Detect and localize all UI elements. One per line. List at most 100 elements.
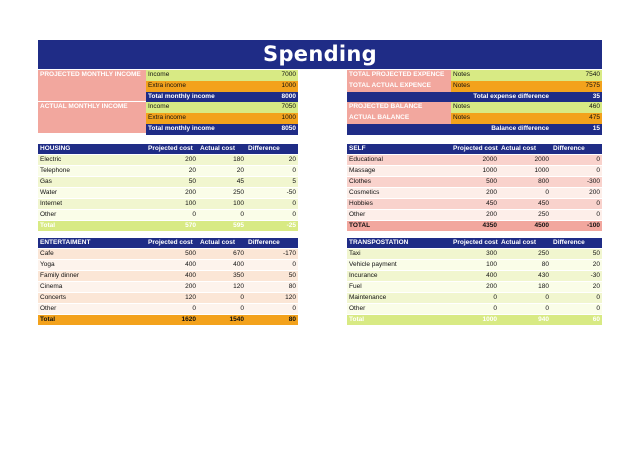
total-actual-expense-note: Notes	[451, 81, 551, 92]
row-label: Gas	[38, 176, 146, 188]
projected-cell: 400	[146, 270, 198, 282]
col-difference: Difference	[246, 144, 298, 155]
table-row: Telephone 20 20 0	[38, 165, 298, 177]
row-label: Water	[38, 187, 146, 199]
self-title: SELF	[347, 144, 451, 155]
table-row: Taxi 300 250 50	[347, 248, 602, 260]
row-label: Other	[38, 209, 146, 221]
row-label: Yoga	[38, 259, 146, 271]
actual-cell: 250	[198, 187, 246, 199]
table-row: Incurance 400 430 -30	[347, 270, 602, 282]
projected-cell: 50	[146, 176, 198, 188]
total-projected-expense-label: TOTAL PROJECTED EXPENCE	[347, 70, 451, 81]
table-row: Cosmetics 200 0 200	[347, 187, 602, 199]
table-row: Other 0 0 0	[347, 303, 602, 315]
actual-income-block	[38, 102, 146, 133]
difference-cell: 5	[246, 176, 298, 188]
projected-cell: 500	[451, 176, 499, 188]
projected-cell: 200	[146, 281, 198, 293]
expense-difference-value: 35	[551, 92, 602, 103]
table-row: Yoga 400 400 0	[38, 259, 298, 271]
difference-cell: 0	[246, 303, 298, 315]
actual-income-label: ACTUAL MONTHLY INCOME	[40, 103, 128, 110]
row-label: Clothes	[347, 176, 451, 188]
housing-table: HOUSING Projected cost Actual cost Diffe…	[38, 144, 298, 232]
table-row: Hobbies 450 450 0	[347, 198, 602, 210]
projected-balance-note: Notes	[451, 102, 551, 113]
row-label: Vehicle payment	[347, 259, 451, 271]
projected-balance-label: PROJECTED BALANCE	[347, 102, 451, 113]
actual-cell: 120	[198, 281, 246, 293]
actual-extra-value: 1000	[246, 113, 298, 124]
projected-cell: 2000	[451, 154, 499, 166]
total-actual: 940	[499, 314, 551, 326]
row-label: Electric	[38, 154, 146, 166]
projected-cell: 200	[451, 281, 499, 293]
difference-cell: -300	[551, 176, 602, 188]
table-row: Other 0 0 0	[38, 209, 298, 221]
col-projected-cost: Projected cost	[451, 238, 499, 249]
entertainment-header-row: ENTERTAIMENT Projected cost Actual cost …	[38, 238, 298, 249]
total-label: Total	[347, 314, 451, 326]
table-row: Other 0 0 0	[38, 303, 298, 315]
projected-cell: 400	[146, 259, 198, 271]
actual-cell: 0	[499, 303, 551, 315]
projected-cell: 200	[146, 187, 198, 199]
actual-cell: 450	[499, 198, 551, 210]
actual-cell: 0	[198, 209, 246, 221]
projected-cell: 20	[146, 165, 198, 177]
self-header-row: SELF Projected cost Actual cost Differen…	[347, 144, 602, 155]
difference-cell: 0	[246, 259, 298, 271]
col-projected-cost: Projected cost	[451, 144, 499, 155]
balance-difference-value: 15	[551, 124, 602, 135]
col-actual-cost: Actual cost	[499, 238, 551, 249]
difference-cell: 20	[246, 154, 298, 166]
projected-total-label: Total monthly income	[146, 92, 246, 103]
difference-cell: 50	[246, 270, 298, 282]
col-difference: Difference	[551, 144, 602, 155]
actual-cell: 800	[499, 176, 551, 188]
table-row: Internet 100 100 0	[38, 198, 298, 210]
actual-total-label: Total monthly income	[146, 124, 246, 135]
projected-cell: 1000	[451, 165, 499, 177]
self-table: SELF Projected cost Actual cost Differen…	[347, 144, 602, 232]
total-difference: 80	[246, 314, 298, 326]
projected-cell: 0	[451, 303, 499, 315]
actual-cell: 45	[198, 176, 246, 188]
projected-cell: 450	[451, 198, 499, 210]
difference-cell: 120	[246, 292, 298, 304]
row-label: Maintenance	[347, 292, 451, 304]
difference-cell: 20	[551, 281, 602, 293]
difference-cell: -170	[246, 248, 298, 260]
difference-cell: 0	[551, 198, 602, 210]
actual-cell: 430	[499, 270, 551, 282]
col-actual-cost: Actual cost	[198, 144, 246, 155]
actual-cell: 0	[198, 303, 246, 315]
difference-cell: 80	[246, 281, 298, 293]
col-difference: Difference	[551, 238, 602, 249]
actual-cell: 400	[198, 259, 246, 271]
projected-cell: 500	[146, 248, 198, 260]
housing-title: HOUSING	[38, 144, 146, 155]
transportation-total-row: Total 1000 940 60	[347, 314, 602, 326]
table-row: Educational 2000 2000 0	[347, 154, 602, 166]
difference-cell: 0	[246, 198, 298, 210]
total-projected: 570	[146, 220, 198, 232]
table-row: Family dinner 400 350 50	[38, 270, 298, 282]
row-label: Internet	[38, 198, 146, 210]
self-total-row: TOTAL 4350 4500 -100	[347, 220, 602, 232]
projected-extra-label: Extra income	[146, 81, 246, 92]
total-difference: -100	[551, 220, 602, 232]
actual-cell: 180	[198, 154, 246, 166]
difference-cell: 0	[551, 292, 602, 304]
col-projected-cost: Projected cost	[146, 238, 198, 249]
total-label: Total	[38, 220, 146, 232]
table-row: Massage 1000 1000 0	[347, 165, 602, 177]
table-row: Maintenance 0 0 0	[347, 292, 602, 304]
projected-balance-value: 460	[551, 102, 602, 113]
transportation-table: TRANSPOSTATION Projected cost Actual cos…	[347, 238, 602, 326]
row-label: Family dinner	[38, 270, 146, 282]
row-label: Concerts	[38, 292, 146, 304]
projected-cell: 200	[451, 209, 499, 221]
projected-cell: 100	[146, 198, 198, 210]
